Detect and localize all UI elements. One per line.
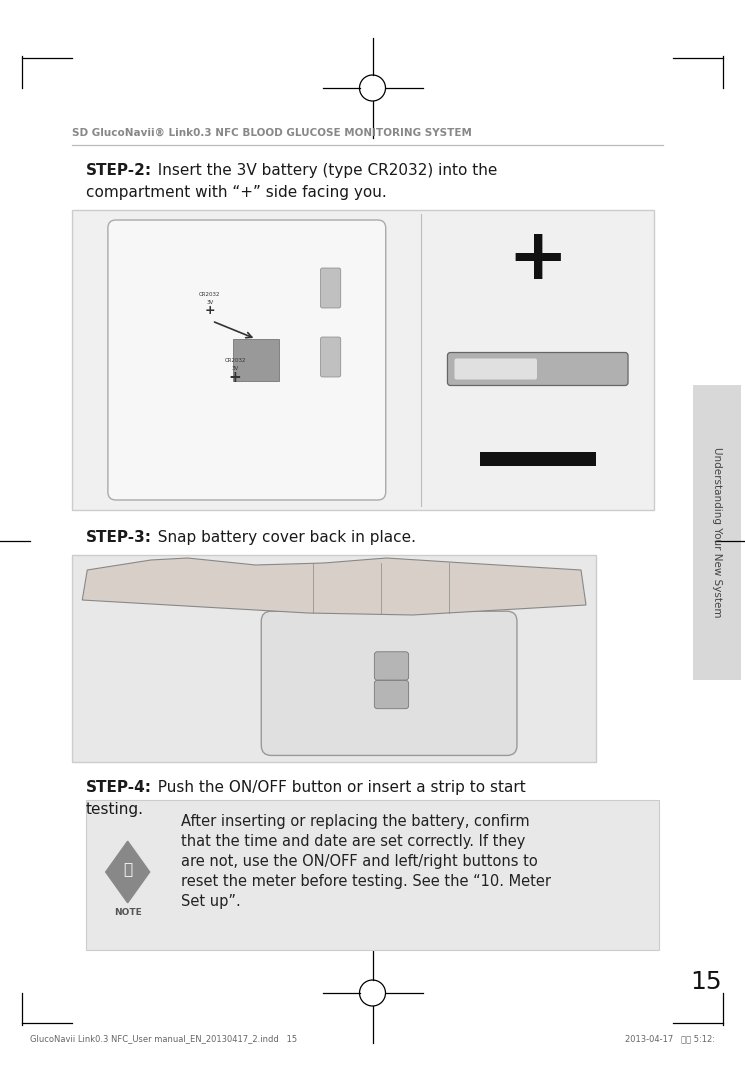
Text: 3V: 3V	[232, 365, 239, 371]
Text: +: +	[205, 305, 215, 318]
Text: NOTE: NOTE	[114, 908, 142, 917]
Text: Set up”.: Set up”.	[181, 894, 241, 909]
Text: Snap battery cover back in place.: Snap battery cover back in place.	[148, 530, 416, 545]
Text: CR2032: CR2032	[224, 359, 246, 363]
FancyBboxPatch shape	[261, 611, 517, 756]
Text: testing.: testing.	[86, 802, 144, 817]
Text: 2013-04-17   오후 5:12:: 2013-04-17 오후 5:12:	[625, 1035, 715, 1043]
FancyBboxPatch shape	[320, 268, 340, 308]
Text: +: +	[229, 370, 241, 385]
FancyBboxPatch shape	[320, 337, 340, 377]
Polygon shape	[106, 841, 150, 903]
Text: reset the meter before testing. See the “10. Meter: reset the meter before testing. See the …	[181, 875, 551, 889]
Text: that the time and date are set correctly. If they: that the time and date are set correctly…	[181, 835, 525, 849]
Text: STEP-2:: STEP-2:	[86, 163, 152, 178]
Text: STEP-3:: STEP-3:	[86, 530, 152, 545]
Bar	[72, 210, 654, 510]
Text: 3V: 3V	[206, 301, 214, 306]
Bar	[86, 800, 659, 950]
FancyBboxPatch shape	[448, 352, 628, 386]
FancyBboxPatch shape	[374, 680, 408, 709]
Bar	[72, 555, 596, 762]
Text: 📖: 📖	[123, 863, 133, 878]
Text: STEP-4:: STEP-4:	[86, 780, 152, 795]
Text: GlucoNavii Link0.3 NFC_User manual_EN_20130417_2.indd   15: GlucoNavii Link0.3 NFC_User manual_EN_20…	[30, 1035, 297, 1043]
Text: CR2032: CR2032	[199, 293, 221, 297]
Bar	[693, 385, 741, 680]
Text: compartment with “+” side facing you.: compartment with “+” side facing you.	[86, 185, 387, 200]
FancyBboxPatch shape	[374, 652, 408, 680]
Text: are not, use the ON/OFF and left/right buttons to: are not, use the ON/OFF and left/right b…	[181, 854, 537, 869]
Bar	[480, 452, 596, 466]
Text: After inserting or replacing the battery, confirm: After inserting or replacing the battery…	[181, 814, 529, 829]
Text: Understanding Your New System: Understanding Your New System	[712, 448, 722, 617]
Ellipse shape	[200, 342, 270, 396]
Bar	[233, 339, 279, 381]
Text: Insert the 3V battery (type CR2032) into the: Insert the 3V battery (type CR2032) into…	[148, 163, 497, 178]
Text: 15: 15	[690, 970, 722, 995]
Text: +: +	[507, 225, 568, 294]
FancyBboxPatch shape	[108, 221, 386, 501]
FancyBboxPatch shape	[454, 359, 537, 379]
Ellipse shape	[175, 278, 249, 322]
Text: SD GlucoNavii® Link0.3 NFC BLOOD GLUCOSE MONITORING SYSTEM: SD GlucoNavii® Link0.3 NFC BLOOD GLUCOSE…	[72, 128, 472, 138]
Text: Push the ON/OFF button or insert a strip to start: Push the ON/OFF button or insert a strip…	[148, 780, 525, 795]
Polygon shape	[82, 558, 586, 615]
